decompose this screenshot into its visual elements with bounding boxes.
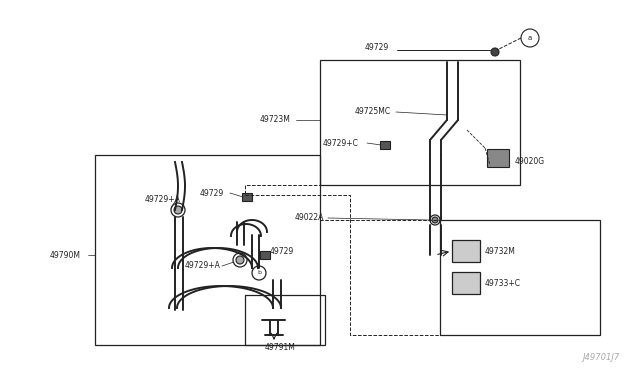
Text: 49733+C: 49733+C bbox=[485, 279, 521, 288]
Text: 49729+A: 49729+A bbox=[185, 262, 221, 270]
Text: 49732M: 49732M bbox=[485, 247, 516, 256]
Text: 49729: 49729 bbox=[270, 247, 294, 256]
Bar bbox=[95, 155, 320, 345]
Bar bbox=[320, 60, 520, 185]
Bar bbox=[260, 251, 270, 259]
Circle shape bbox=[174, 206, 182, 214]
Text: 49791M: 49791M bbox=[265, 343, 296, 353]
Text: 49723M: 49723M bbox=[260, 115, 291, 125]
Bar bbox=[245, 295, 325, 345]
Text: 49729+C: 49729+C bbox=[323, 138, 359, 148]
Text: 49729: 49729 bbox=[365, 42, 389, 51]
Bar bbox=[452, 240, 480, 262]
Text: 49020G: 49020G bbox=[515, 157, 545, 167]
Text: a: a bbox=[528, 35, 532, 41]
Bar bbox=[487, 149, 509, 167]
Text: b: b bbox=[257, 270, 261, 276]
Text: 49022A: 49022A bbox=[295, 214, 324, 222]
Bar bbox=[452, 272, 480, 294]
Text: J49701J7: J49701J7 bbox=[583, 353, 620, 362]
Circle shape bbox=[491, 48, 499, 56]
Circle shape bbox=[432, 217, 438, 223]
Text: 49729: 49729 bbox=[200, 189, 224, 198]
Bar bbox=[440, 220, 600, 335]
Text: 49725MC: 49725MC bbox=[355, 108, 391, 116]
Circle shape bbox=[236, 256, 244, 264]
Bar bbox=[242, 193, 252, 201]
Text: 49790M: 49790M bbox=[50, 250, 81, 260]
Bar bbox=[380, 141, 390, 149]
Text: 49729+A: 49729+A bbox=[145, 196, 181, 205]
